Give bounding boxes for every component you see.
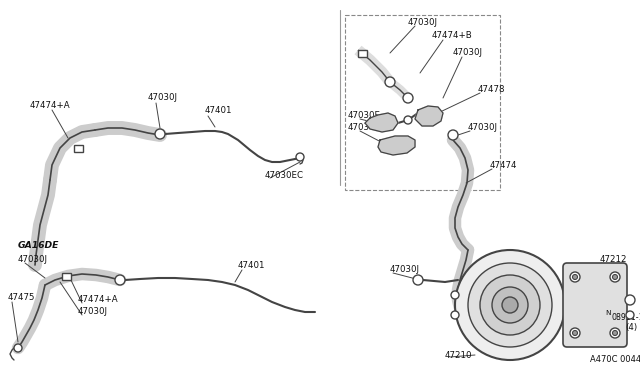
Text: 47475: 47475 [8, 293, 35, 302]
Circle shape [155, 129, 165, 139]
Circle shape [455, 250, 565, 360]
Circle shape [14, 344, 22, 352]
Text: 47030J: 47030J [148, 93, 178, 102]
Circle shape [625, 295, 635, 305]
Polygon shape [415, 106, 443, 126]
Text: 47474+B: 47474+B [432, 31, 473, 40]
Text: 47030J: 47030J [78, 307, 108, 316]
Circle shape [296, 153, 304, 161]
Circle shape [626, 311, 634, 319]
Text: A470C 0044: A470C 0044 [590, 355, 640, 364]
Text: 47030EC: 47030EC [265, 171, 304, 180]
Circle shape [502, 297, 518, 313]
Bar [358, 49, 367, 57]
Circle shape [468, 263, 552, 347]
Text: GA16DE: GA16DE [18, 241, 60, 250]
Text: 47401: 47401 [238, 261, 266, 270]
Text: 47210: 47210 [445, 351, 472, 360]
Bar [61, 273, 70, 279]
Circle shape [385, 77, 395, 87]
Circle shape [451, 311, 459, 319]
Circle shape [451, 291, 459, 299]
Text: 47474+A: 47474+A [78, 295, 118, 304]
Circle shape [573, 275, 577, 279]
Text: 47474: 47474 [490, 161, 518, 170]
FancyBboxPatch shape [563, 263, 627, 347]
Circle shape [480, 275, 540, 335]
Text: 08911-10837: 08911-10837 [612, 313, 640, 322]
Circle shape [612, 330, 618, 336]
Text: 47030J: 47030J [453, 48, 483, 57]
Circle shape [570, 328, 580, 338]
Text: 47478: 47478 [478, 85, 506, 94]
Circle shape [413, 275, 423, 285]
Text: 47030J: 47030J [468, 123, 498, 132]
Text: 47030E: 47030E [348, 111, 381, 120]
Circle shape [404, 116, 412, 124]
Circle shape [115, 275, 125, 285]
Bar [345, 15, 500, 190]
Text: (4): (4) [625, 323, 637, 332]
Text: 47474+A: 47474+A [30, 101, 70, 110]
Polygon shape [365, 113, 398, 132]
Circle shape [573, 330, 577, 336]
Circle shape [610, 328, 620, 338]
Text: 47030J: 47030J [408, 18, 438, 27]
Circle shape [492, 287, 528, 323]
Polygon shape [378, 136, 415, 155]
Text: 47212: 47212 [600, 255, 627, 264]
Circle shape [612, 275, 618, 279]
Text: 47401: 47401 [205, 106, 232, 115]
Circle shape [570, 272, 580, 282]
Bar [74, 144, 83, 151]
Text: 47030EA: 47030EA [348, 123, 387, 132]
Circle shape [610, 272, 620, 282]
Circle shape [403, 93, 413, 103]
Circle shape [448, 130, 458, 140]
Text: 47030J: 47030J [390, 265, 420, 274]
Text: 47030J: 47030J [18, 255, 48, 264]
Text: N: N [605, 310, 611, 316]
